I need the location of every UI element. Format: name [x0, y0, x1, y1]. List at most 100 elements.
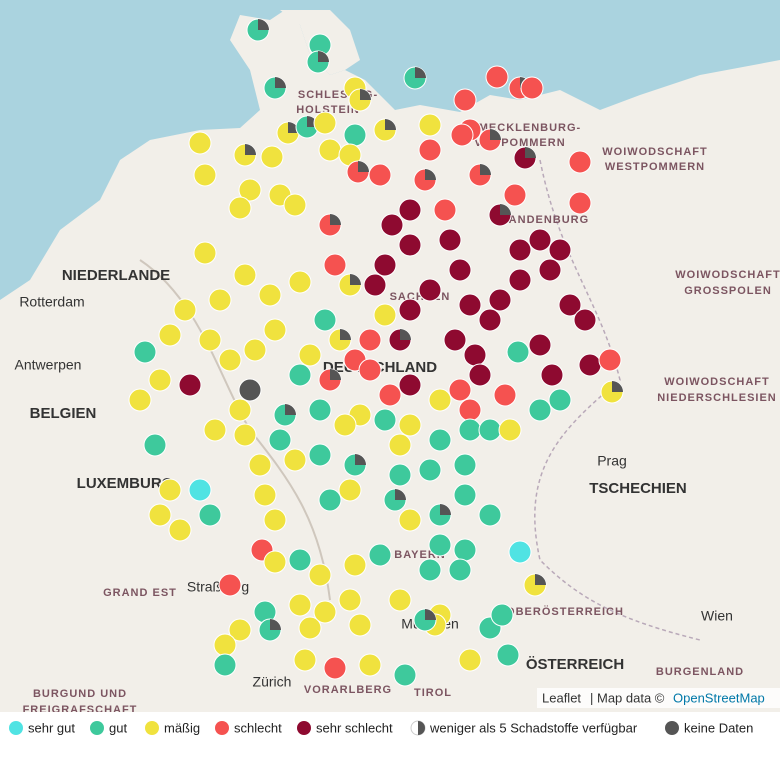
station-marker[interactable] — [493, 383, 517, 407]
station-marker[interactable] — [568, 150, 592, 174]
station-marker[interactable] — [338, 478, 362, 502]
station-marker[interactable] — [528, 398, 552, 422]
station-marker[interactable] — [428, 388, 452, 412]
station-marker[interactable] — [528, 333, 552, 357]
station-marker[interactable] — [233, 423, 257, 447]
station-marker[interactable] — [458, 648, 482, 672]
station-marker[interactable] — [506, 340, 530, 364]
station-marker[interactable] — [538, 258, 562, 282]
station-marker[interactable] — [158, 323, 182, 347]
station-marker[interactable] — [263, 550, 287, 574]
station-marker[interactable] — [228, 618, 252, 642]
station-marker[interactable] — [448, 258, 472, 282]
station-marker[interactable] — [228, 196, 252, 220]
station-marker[interactable] — [358, 328, 382, 352]
station-marker[interactable] — [173, 298, 197, 322]
station-marker[interactable] — [388, 433, 412, 457]
station-marker[interactable] — [128, 388, 152, 412]
station-marker[interactable] — [373, 253, 397, 277]
station-marker[interactable] — [198, 328, 222, 352]
station-marker[interactable] — [208, 288, 232, 312]
station-marker[interactable] — [568, 191, 592, 215]
station-marker[interactable] — [398, 298, 422, 322]
station-marker[interactable] — [463, 343, 487, 367]
station-marker[interactable] — [288, 548, 312, 572]
station-marker[interactable] — [260, 145, 284, 169]
attribution-osm[interactable]: OpenStreetMap — [673, 690, 765, 705]
station-marker[interactable] — [398, 198, 422, 222]
station-marker[interactable] — [283, 193, 307, 217]
station-marker[interactable] — [428, 428, 452, 452]
station-marker[interactable] — [418, 278, 442, 302]
station-marker[interactable] — [448, 558, 472, 582]
station-marker[interactable] — [188, 131, 212, 155]
station-marker[interactable] — [508, 268, 532, 292]
station-marker[interactable] — [298, 343, 322, 367]
station-marker[interactable] — [148, 368, 172, 392]
station-marker[interactable] — [548, 388, 572, 412]
station-marker[interactable] — [398, 508, 422, 532]
station-marker[interactable] — [313, 308, 337, 332]
station-marker[interactable] — [358, 653, 382, 677]
station-marker[interactable] — [308, 443, 332, 467]
station-marker[interactable] — [490, 603, 514, 627]
station-marker[interactable] — [218, 348, 242, 372]
station-marker[interactable] — [428, 533, 452, 557]
station-marker[interactable] — [363, 273, 387, 297]
station-marker[interactable] — [238, 378, 262, 402]
station-marker[interactable] — [218, 573, 242, 597]
station-marker[interactable] — [318, 488, 342, 512]
station-marker[interactable] — [288, 270, 312, 294]
station-marker[interactable] — [338, 588, 362, 612]
station-marker[interactable] — [343, 123, 367, 147]
station-marker[interactable] — [313, 111, 337, 135]
station-marker[interactable] — [498, 418, 522, 442]
station-marker[interactable] — [388, 463, 412, 487]
station-marker[interactable] — [478, 308, 502, 332]
station-marker[interactable] — [323, 656, 347, 680]
station-marker[interactable] — [528, 228, 552, 252]
station-marker[interactable] — [398, 233, 422, 257]
station-marker[interactable] — [398, 373, 422, 397]
station-marker[interactable] — [373, 408, 397, 432]
station-marker[interactable] — [158, 478, 182, 502]
station-marker[interactable] — [188, 478, 212, 502]
station-marker[interactable] — [548, 238, 572, 262]
station-marker[interactable] — [458, 418, 482, 442]
station-marker[interactable] — [450, 123, 474, 147]
station-marker[interactable] — [373, 303, 397, 327]
station-marker[interactable] — [388, 588, 412, 612]
station-marker[interactable] — [248, 453, 272, 477]
station-marker[interactable] — [393, 663, 417, 687]
station-marker[interactable] — [263, 318, 287, 342]
station-marker[interactable] — [453, 538, 477, 562]
station-marker[interactable] — [433, 198, 457, 222]
station-marker[interactable] — [308, 563, 332, 587]
station-marker[interactable] — [418, 113, 442, 137]
station-marker[interactable] — [308, 398, 332, 422]
station-marker[interactable] — [193, 241, 217, 265]
station-marker[interactable] — [458, 398, 482, 422]
station-marker[interactable] — [358, 358, 382, 382]
station-marker[interactable] — [380, 213, 404, 237]
station-marker[interactable] — [268, 428, 292, 452]
station-marker[interactable] — [253, 483, 277, 507]
attribution-leaflet[interactable]: Leaflet — [542, 690, 581, 705]
station-marker[interactable] — [333, 413, 357, 437]
station-marker[interactable] — [343, 553, 367, 577]
station-marker[interactable] — [313, 600, 337, 624]
station-marker[interactable] — [213, 653, 237, 677]
station-marker[interactable] — [323, 253, 347, 277]
station-marker[interactable] — [478, 503, 502, 527]
station-marker[interactable] — [418, 558, 442, 582]
station-marker[interactable] — [508, 540, 532, 564]
station-marker[interactable] — [453, 453, 477, 477]
station-marker[interactable] — [368, 163, 392, 187]
station-marker[interactable] — [168, 518, 192, 542]
station-marker[interactable] — [283, 448, 307, 472]
station-marker[interactable] — [193, 163, 217, 187]
station-marker[interactable] — [288, 593, 312, 617]
station-marker[interactable] — [598, 348, 622, 372]
station-marker[interactable] — [298, 616, 322, 640]
station-marker[interactable] — [288, 363, 312, 387]
